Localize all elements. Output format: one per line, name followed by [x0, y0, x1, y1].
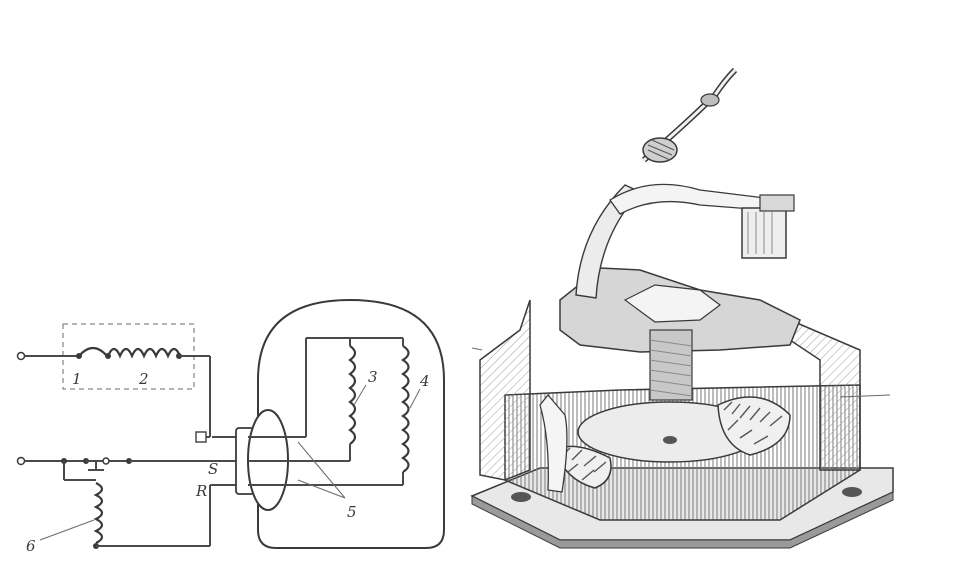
tube-connector — [741, 194, 795, 259]
leader-4 — [409, 388, 421, 409]
label-5: 5 — [347, 503, 357, 521]
top-supply-terminal — [16, 351, 26, 361]
mount-hole-right — [842, 487, 862, 497]
label-2: 2 — [138, 370, 149, 388]
leader-3 — [353, 384, 367, 406]
mount-hole-left — [511, 492, 531, 502]
label-1: 1 — [72, 370, 82, 388]
switch-node-2 — [102, 457, 110, 465]
leader-5a — [297, 441, 346, 499]
bimetal-contact-1 — [78, 346, 108, 357]
valve-plate — [623, 284, 721, 323]
shaft-column — [649, 329, 693, 401]
c-terminal-box — [195, 431, 207, 443]
base-plate-edge — [471, 491, 894, 549]
start-winding-4 — [400, 345, 410, 473]
label-3: 3 — [368, 368, 378, 386]
stator-winding-right — [717, 396, 791, 456]
relay-coil-6 — [93, 482, 104, 544]
heater-coil-2 — [106, 347, 182, 359]
discharge-tube — [575, 184, 642, 299]
cable-ferrule — [700, 93, 720, 107]
label-4: 4 — [419, 372, 430, 390]
leader-6 — [39, 519, 95, 541]
leader-right — [839, 394, 891, 398]
housing-left-wall — [479, 299, 531, 481]
relay-node-right — [176, 353, 182, 359]
run-winding-3 — [348, 345, 357, 445]
rotor-hub — [663, 436, 677, 444]
label-r: R — [195, 482, 207, 500]
leader-left — [471, 347, 483, 351]
label-s: S — [208, 460, 218, 478]
bottom-supply-terminal — [16, 456, 26, 466]
internal-lead — [539, 393, 568, 493]
leader-5b — [297, 479, 346, 499]
label-6: 6 — [26, 537, 36, 555]
